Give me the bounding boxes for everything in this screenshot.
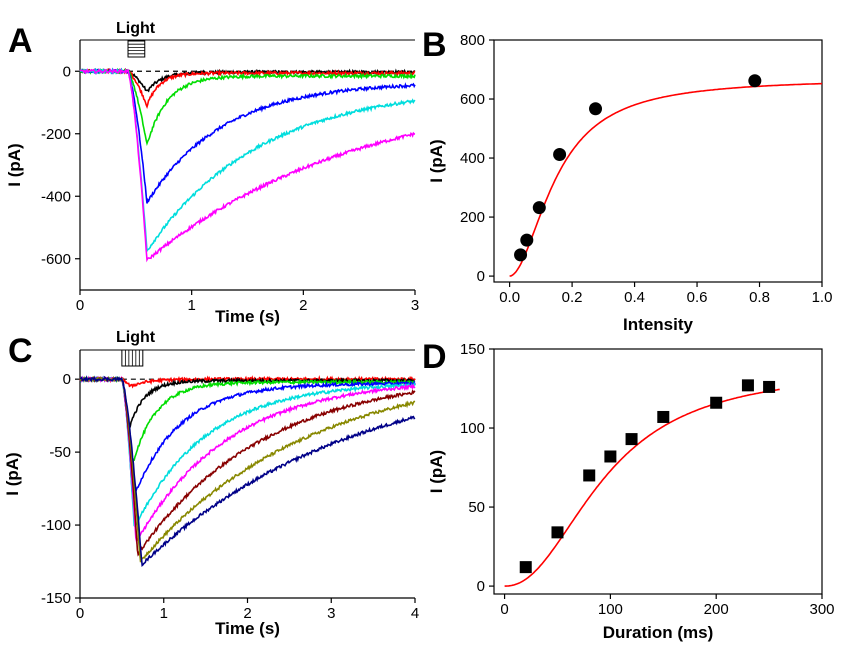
panel-d: 0 100 200 300 0 50 100 150 Duration (ms) I (pA) bbox=[427, 341, 835, 642]
y-tick-label: 0 bbox=[63, 371, 71, 388]
y-tick-label: -100 bbox=[41, 517, 71, 534]
y-tick-label: 600 bbox=[460, 91, 485, 108]
x-tick-label: 1 bbox=[160, 605, 168, 622]
panel-label-d: D bbox=[422, 338, 447, 376]
y-tick-label: 0 bbox=[63, 63, 71, 80]
panel-c: 0 1 2 3 4 0 -50 -100 -150 Time (s) I (pA) bbox=[3, 349, 419, 638]
trace-series-7 bbox=[79, 375, 416, 557]
panel-a: 0 1 2 3 0 -200 -400 -600 Time (s) I (pA) bbox=[5, 39, 419, 326]
x-tick-label: 0 bbox=[76, 605, 84, 622]
data-point-6 bbox=[657, 410, 670, 423]
y-axis-label: I (pA) bbox=[3, 452, 22, 495]
y-tick-label: -150 bbox=[41, 590, 71, 607]
data-point-3 bbox=[532, 201, 546, 215]
y-tick-label: 400 bbox=[460, 150, 485, 167]
y-axis-label: I (pA) bbox=[427, 139, 446, 182]
y-tick-label: -400 bbox=[41, 188, 71, 205]
y-tick-label: 0 bbox=[477, 268, 485, 285]
panel-label-a: A bbox=[8, 22, 33, 60]
y-tick-label: 0 bbox=[477, 578, 485, 595]
y-tick-label: -200 bbox=[41, 126, 71, 143]
panel-b: 0.0 0.2 0.4 0.6 0.8 1.0 0 200 400 600 800 Intensity… bbox=[427, 32, 832, 334]
x-tick-label: 4 bbox=[411, 605, 419, 622]
x-axis-label: Time (s) bbox=[215, 307, 280, 326]
data-point-4 bbox=[604, 450, 617, 463]
x-tick-label: 0.6 bbox=[687, 289, 708, 306]
y-tick-label: 800 bbox=[460, 32, 485, 49]
y-axis-label: I (pA) bbox=[427, 450, 446, 493]
data-point-5 bbox=[625, 433, 638, 446]
data-point-7 bbox=[710, 396, 723, 409]
x-axis-label: Time (s) bbox=[215, 619, 280, 638]
panel-label-c: C bbox=[8, 332, 33, 370]
data-point-2 bbox=[551, 526, 564, 539]
trace-series-9 bbox=[79, 375, 416, 568]
y-tick-label: 200 bbox=[460, 209, 485, 226]
data-point-8 bbox=[741, 379, 754, 392]
trace-series-6 bbox=[79, 375, 416, 545]
plot-frame bbox=[493, 39, 823, 283]
x-tick-label: 1.0 bbox=[812, 289, 833, 306]
x-tick-label: 0.2 bbox=[562, 289, 583, 306]
plot-frame bbox=[493, 348, 823, 595]
y-tick-label: 150 bbox=[460, 341, 485, 358]
x-axis-label: Duration (ms) bbox=[603, 623, 714, 642]
x-tick-label: 3 bbox=[411, 297, 419, 314]
x-tick-label: 0 bbox=[76, 297, 84, 314]
y-tick-label: -50 bbox=[49, 444, 71, 461]
data-point-9 bbox=[763, 380, 776, 393]
x-tick-label: 300 bbox=[809, 601, 834, 618]
stimulus-box bbox=[127, 40, 146, 58]
light-label-a: Light bbox=[116, 20, 156, 37]
y-tick-label: 100 bbox=[460, 420, 485, 437]
x-tick-label: 2 bbox=[243, 605, 251, 622]
trace-series-2 bbox=[79, 67, 416, 109]
x-tick-label: 3 bbox=[327, 605, 335, 622]
x-tick-label: 2 bbox=[299, 297, 307, 314]
fit-curve bbox=[509, 82, 823, 277]
y-tick-label: -600 bbox=[41, 251, 71, 268]
data-point-3 bbox=[583, 469, 596, 482]
trace-series-3 bbox=[79, 67, 416, 146]
x-tick-label: 1 bbox=[187, 297, 195, 314]
data-point-2 bbox=[520, 233, 534, 247]
trace-series-6 bbox=[79, 68, 416, 263]
x-tick-label: 0 bbox=[500, 601, 508, 618]
x-tick-label: 200 bbox=[704, 601, 729, 618]
x-tick-label: 0.4 bbox=[624, 289, 645, 306]
data-point-1 bbox=[514, 248, 528, 262]
light-label-c: Light bbox=[116, 329, 156, 346]
data-point-1 bbox=[519, 561, 532, 574]
trace-series-1 bbox=[79, 374, 416, 389]
panel-label-b: B bbox=[422, 26, 447, 64]
trace-series-8 bbox=[79, 375, 416, 563]
x-tick-label: 0.0 bbox=[499, 289, 520, 306]
data-point-6 bbox=[748, 74, 762, 88]
x-tick-label: 0.8 bbox=[749, 289, 770, 306]
trace-series-1 bbox=[79, 68, 416, 93]
light-stimulus-marker bbox=[127, 40, 146, 58]
trace-series-4 bbox=[79, 67, 416, 204]
trace-series-3 bbox=[79, 375, 416, 472]
trace-series-5 bbox=[79, 67, 416, 254]
fit-curve bbox=[504, 388, 780, 587]
data-point-4 bbox=[553, 148, 567, 162]
x-axis-label: Intensity bbox=[623, 315, 693, 334]
light-stimulus-marker bbox=[121, 349, 144, 367]
data-point-5 bbox=[589, 102, 603, 116]
y-tick-label: 50 bbox=[468, 499, 485, 516]
x-tick-label: 100 bbox=[598, 601, 623, 618]
y-axis-label: I (pA) bbox=[5, 143, 24, 186]
